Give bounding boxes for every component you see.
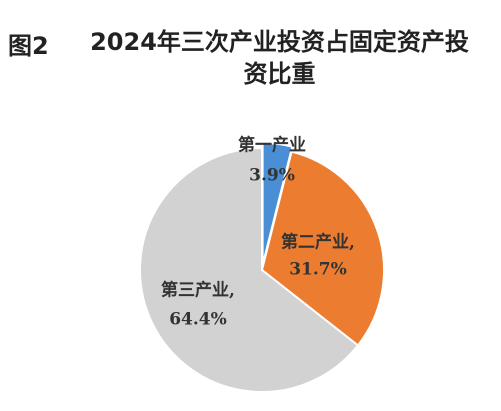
slice-category: 第二产业, [281, 232, 355, 253]
figure-label: 图2 [8, 32, 49, 60]
slice-value-label: 3.9% [249, 166, 295, 186]
slice-value-label: 31.7% [289, 260, 347, 280]
slice-value-label: 64.4% [169, 310, 227, 330]
chart-title: 2024年三次产业投资占固定资产投资比重 [90, 28, 469, 88]
slice-category: 第一产业 [238, 135, 306, 156]
pie-slice [260, 150, 385, 347]
slice-category: 第三产业, [161, 280, 235, 301]
pie-slice [139, 146, 360, 393]
